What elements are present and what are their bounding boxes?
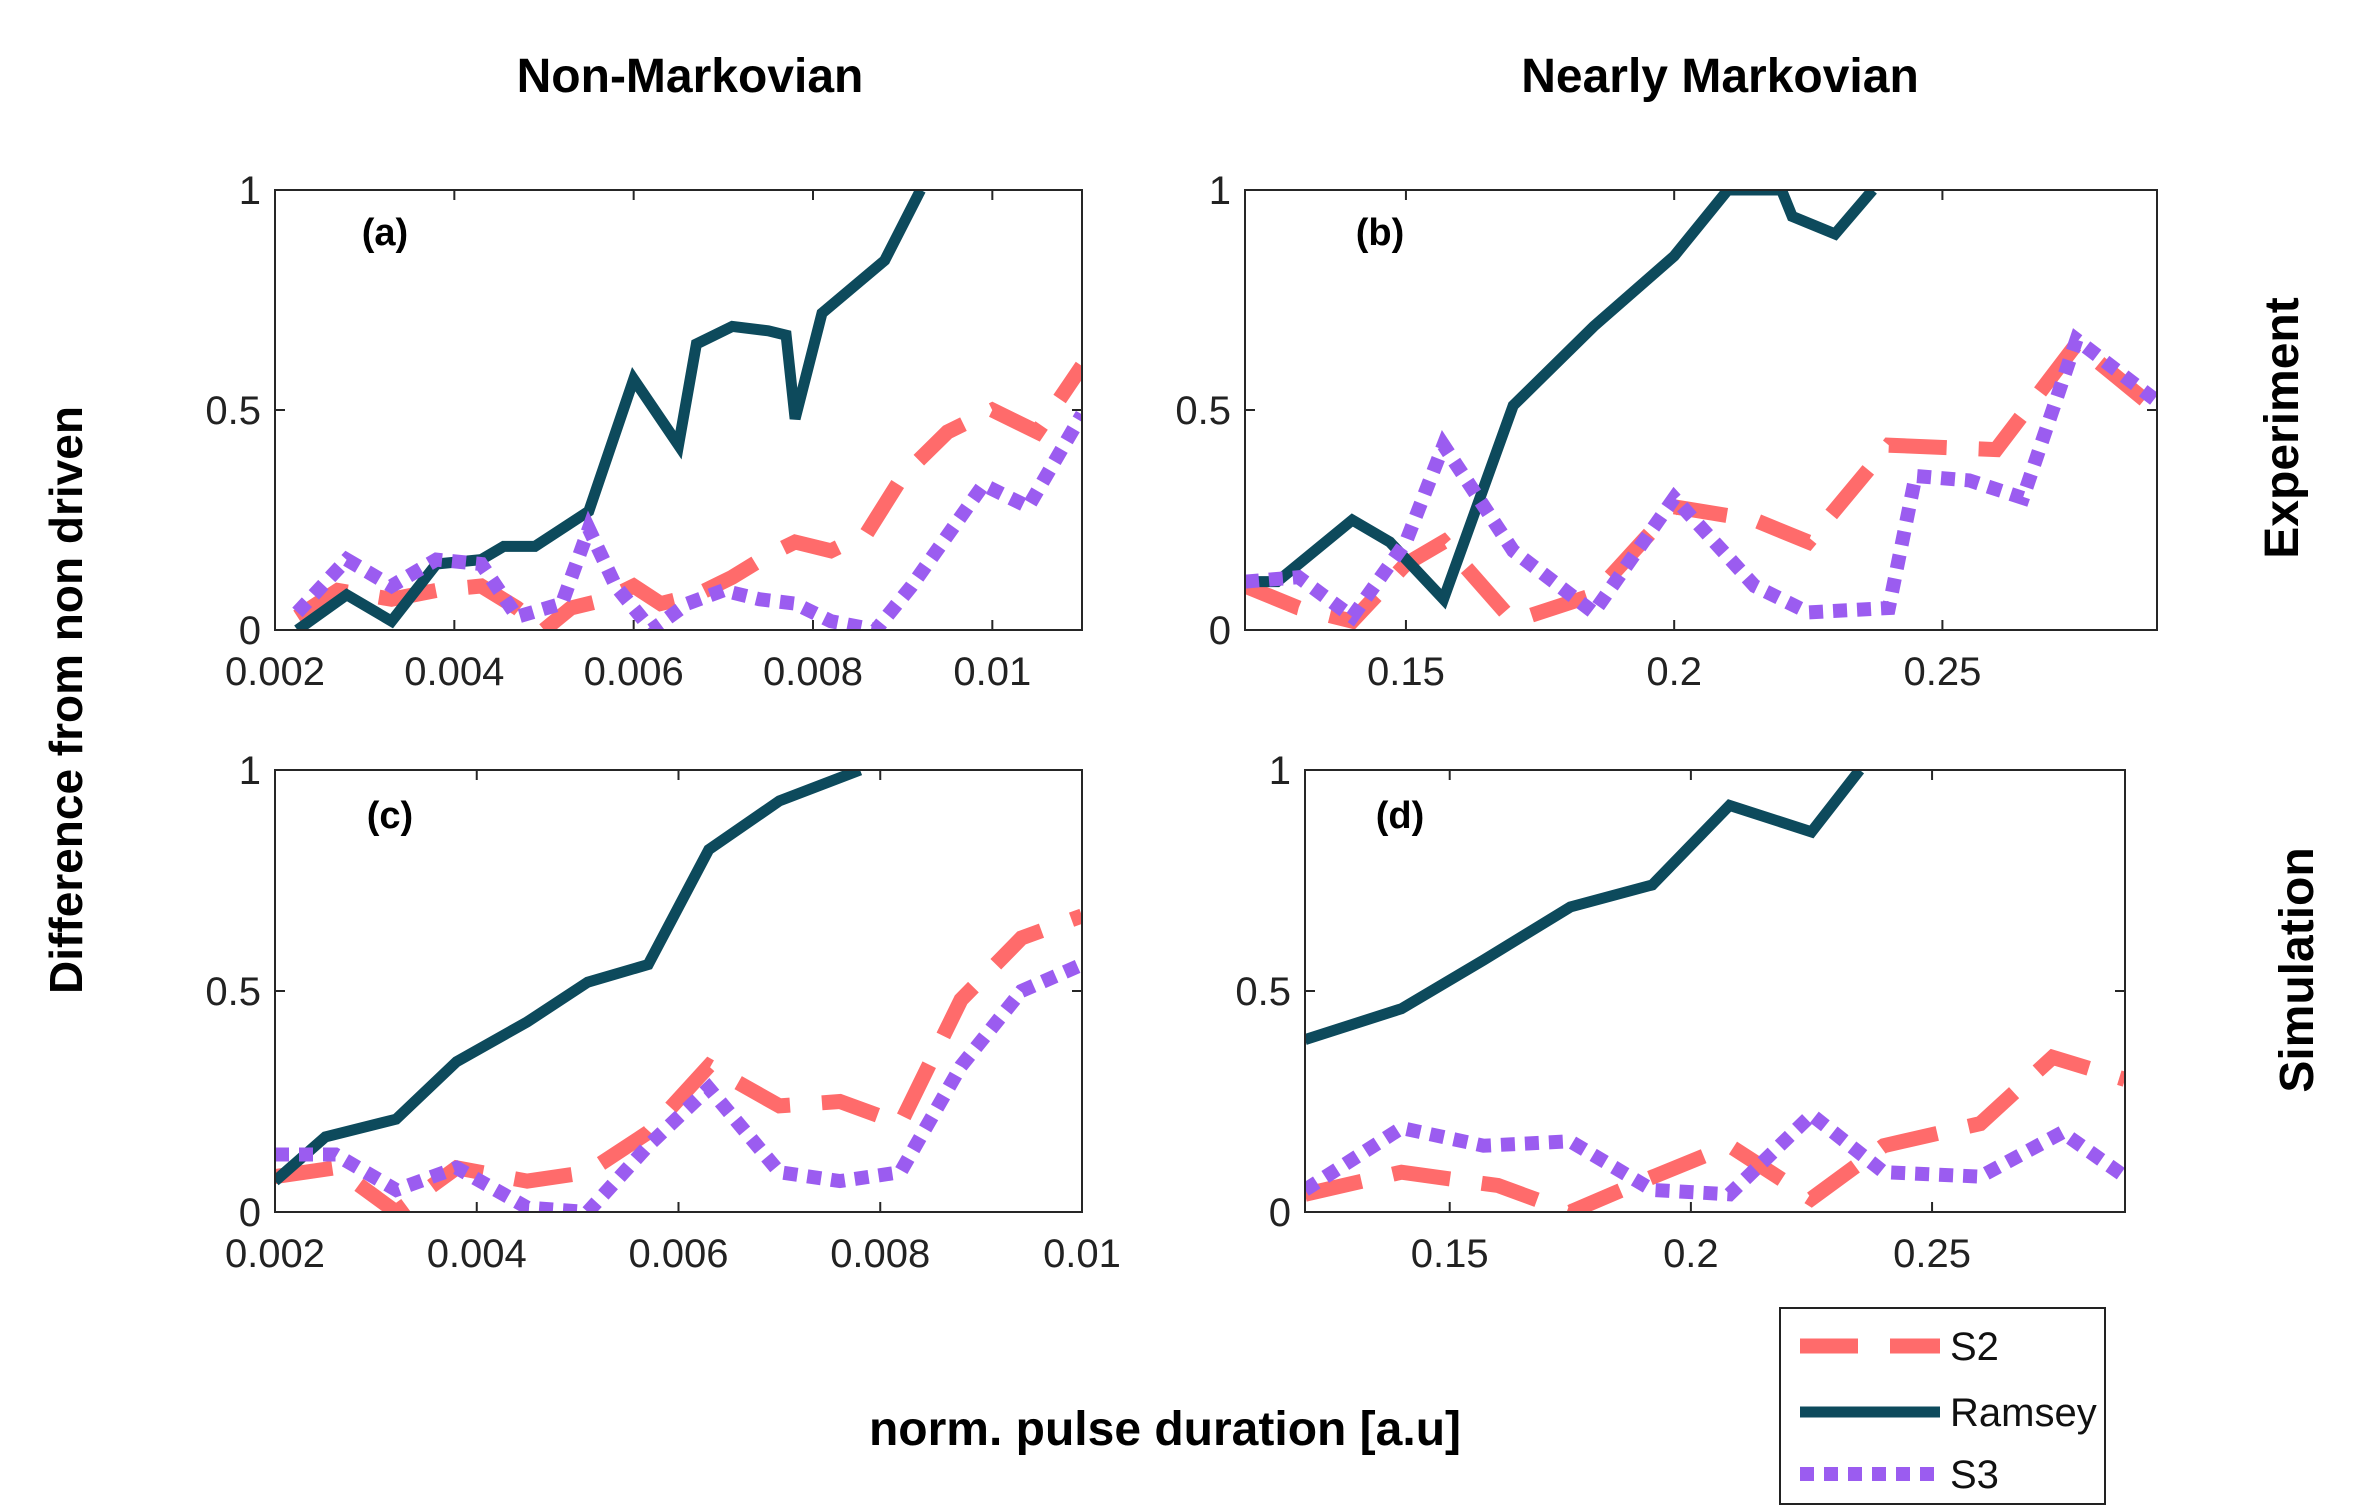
series-group-a bbox=[292, 190, 1082, 630]
legend: S2 Ramsey S3 bbox=[1779, 1307, 2106, 1505]
x-tick-label-b: 0.25 bbox=[1903, 650, 1981, 694]
y-tick-label-d: 1 bbox=[1269, 749, 1291, 793]
series-s2-d bbox=[1305, 1048, 2125, 1212]
x-tick-label-a: 0.004 bbox=[404, 650, 504, 694]
x-tick-label-a: 0.01 bbox=[953, 650, 1031, 694]
y-axis-label: Difference from non driven bbox=[40, 406, 92, 994]
panel-c: 0.002 0.004 0.006 0.008 0.01 0 0.5 1 (c) bbox=[205, 749, 1121, 1276]
y-tick-label-b: 0 bbox=[1209, 609, 1231, 653]
series-ramsey-b bbox=[1245, 190, 1877, 610]
column-title-non-markovian: Non-Markovian bbox=[517, 50, 864, 103]
y-tick-label-a: 1 bbox=[239, 169, 261, 213]
x-tick-label-c: 0.002 bbox=[225, 1232, 325, 1276]
series-ramsey-d bbox=[1305, 770, 1865, 1045]
series-group-d bbox=[1305, 770, 2125, 1212]
series-s3-a bbox=[292, 410, 1082, 630]
panel-label-b: (b) bbox=[1356, 212, 1405, 254]
y-tick-label-b: 1 bbox=[1209, 169, 1231, 213]
series-s3-b bbox=[1245, 328, 2157, 627]
x-tick-label-c: 0.008 bbox=[830, 1232, 930, 1276]
x-tick-label-a: 0.002 bbox=[225, 650, 325, 694]
panel-label-d: (d) bbox=[1376, 795, 1425, 837]
series-ramsey-a bbox=[294, 190, 926, 630]
row-title-simulation: Simulation bbox=[2271, 847, 2324, 1092]
x-tick-label-d: 0.25 bbox=[1893, 1232, 1971, 1276]
y-tick-label-c: 1 bbox=[239, 749, 261, 793]
series-s3-c bbox=[275, 958, 1082, 1212]
x-tick-label-c: 0.01 bbox=[1043, 1232, 1121, 1276]
legend-label-s3: S3 bbox=[1950, 1453, 1999, 1497]
panel-a: 0.002 0.004 0.006 0.008 0.01 0 0.5 1 (a) bbox=[205, 169, 1083, 694]
legend-entry-ramsey: Ramsey bbox=[1800, 1391, 2097, 1435]
series-group-b bbox=[1245, 190, 2157, 630]
x-tick-label-d: 0.2 bbox=[1663, 1232, 1719, 1276]
plot-area-a bbox=[275, 190, 1082, 630]
x-tick-label-a: 0.008 bbox=[763, 650, 863, 694]
x-tick-label-b: 0.2 bbox=[1646, 650, 1702, 694]
x-tick-label-d: 0.15 bbox=[1411, 1232, 1489, 1276]
x-tick-label-c: 0.006 bbox=[628, 1232, 728, 1276]
legend-label-s2: S2 bbox=[1950, 1325, 1999, 1369]
x-tick-label-b: 0.15 bbox=[1367, 650, 1445, 694]
x-tick-label-c: 0.004 bbox=[427, 1232, 527, 1276]
y-tick-label-a: 0 bbox=[239, 609, 261, 653]
series-group-c bbox=[275, 770, 1082, 1212]
x-axis-label: norm. pulse duration [a.u] bbox=[869, 1403, 1461, 1456]
row-title-experiment: Experiment bbox=[2256, 297, 2309, 558]
y-tick-label-a: 0.5 bbox=[205, 389, 261, 433]
series-s2-c bbox=[275, 908, 1082, 1212]
series-s3-d bbox=[1305, 1105, 2125, 1202]
column-title-nearly-markovian: Nearly Markovian bbox=[1521, 50, 1919, 103]
y-tick-label-c: 0 bbox=[239, 1191, 261, 1235]
panel-label-a: (a) bbox=[362, 212, 408, 254]
panel-b: 0.15 0.2 0.25 0 0.5 1 (b) bbox=[1175, 169, 2158, 694]
y-tick-label-c: 0.5 bbox=[205, 970, 261, 1014]
y-tick-label-d: 0 bbox=[1269, 1191, 1291, 1235]
x-tick-label-a: 0.006 bbox=[584, 650, 684, 694]
plot-area-c bbox=[275, 770, 1082, 1212]
legend-entry-s2: S2 bbox=[1800, 1325, 1999, 1369]
panel-label-c: (c) bbox=[367, 795, 413, 837]
y-tick-label-d: 0.5 bbox=[1235, 970, 1291, 1014]
y-tick-label-b: 0.5 bbox=[1175, 389, 1231, 433]
legend-entry-s3: S3 bbox=[1800, 1453, 1999, 1497]
series-s2-a bbox=[293, 361, 1082, 630]
legend-label-ramsey: Ramsey bbox=[1950, 1391, 2097, 1435]
panel-d: 0.15 0.2 0.25 0 0.5 1 (d) bbox=[1235, 749, 2126, 1276]
series-ramsey-c bbox=[275, 770, 863, 1186]
